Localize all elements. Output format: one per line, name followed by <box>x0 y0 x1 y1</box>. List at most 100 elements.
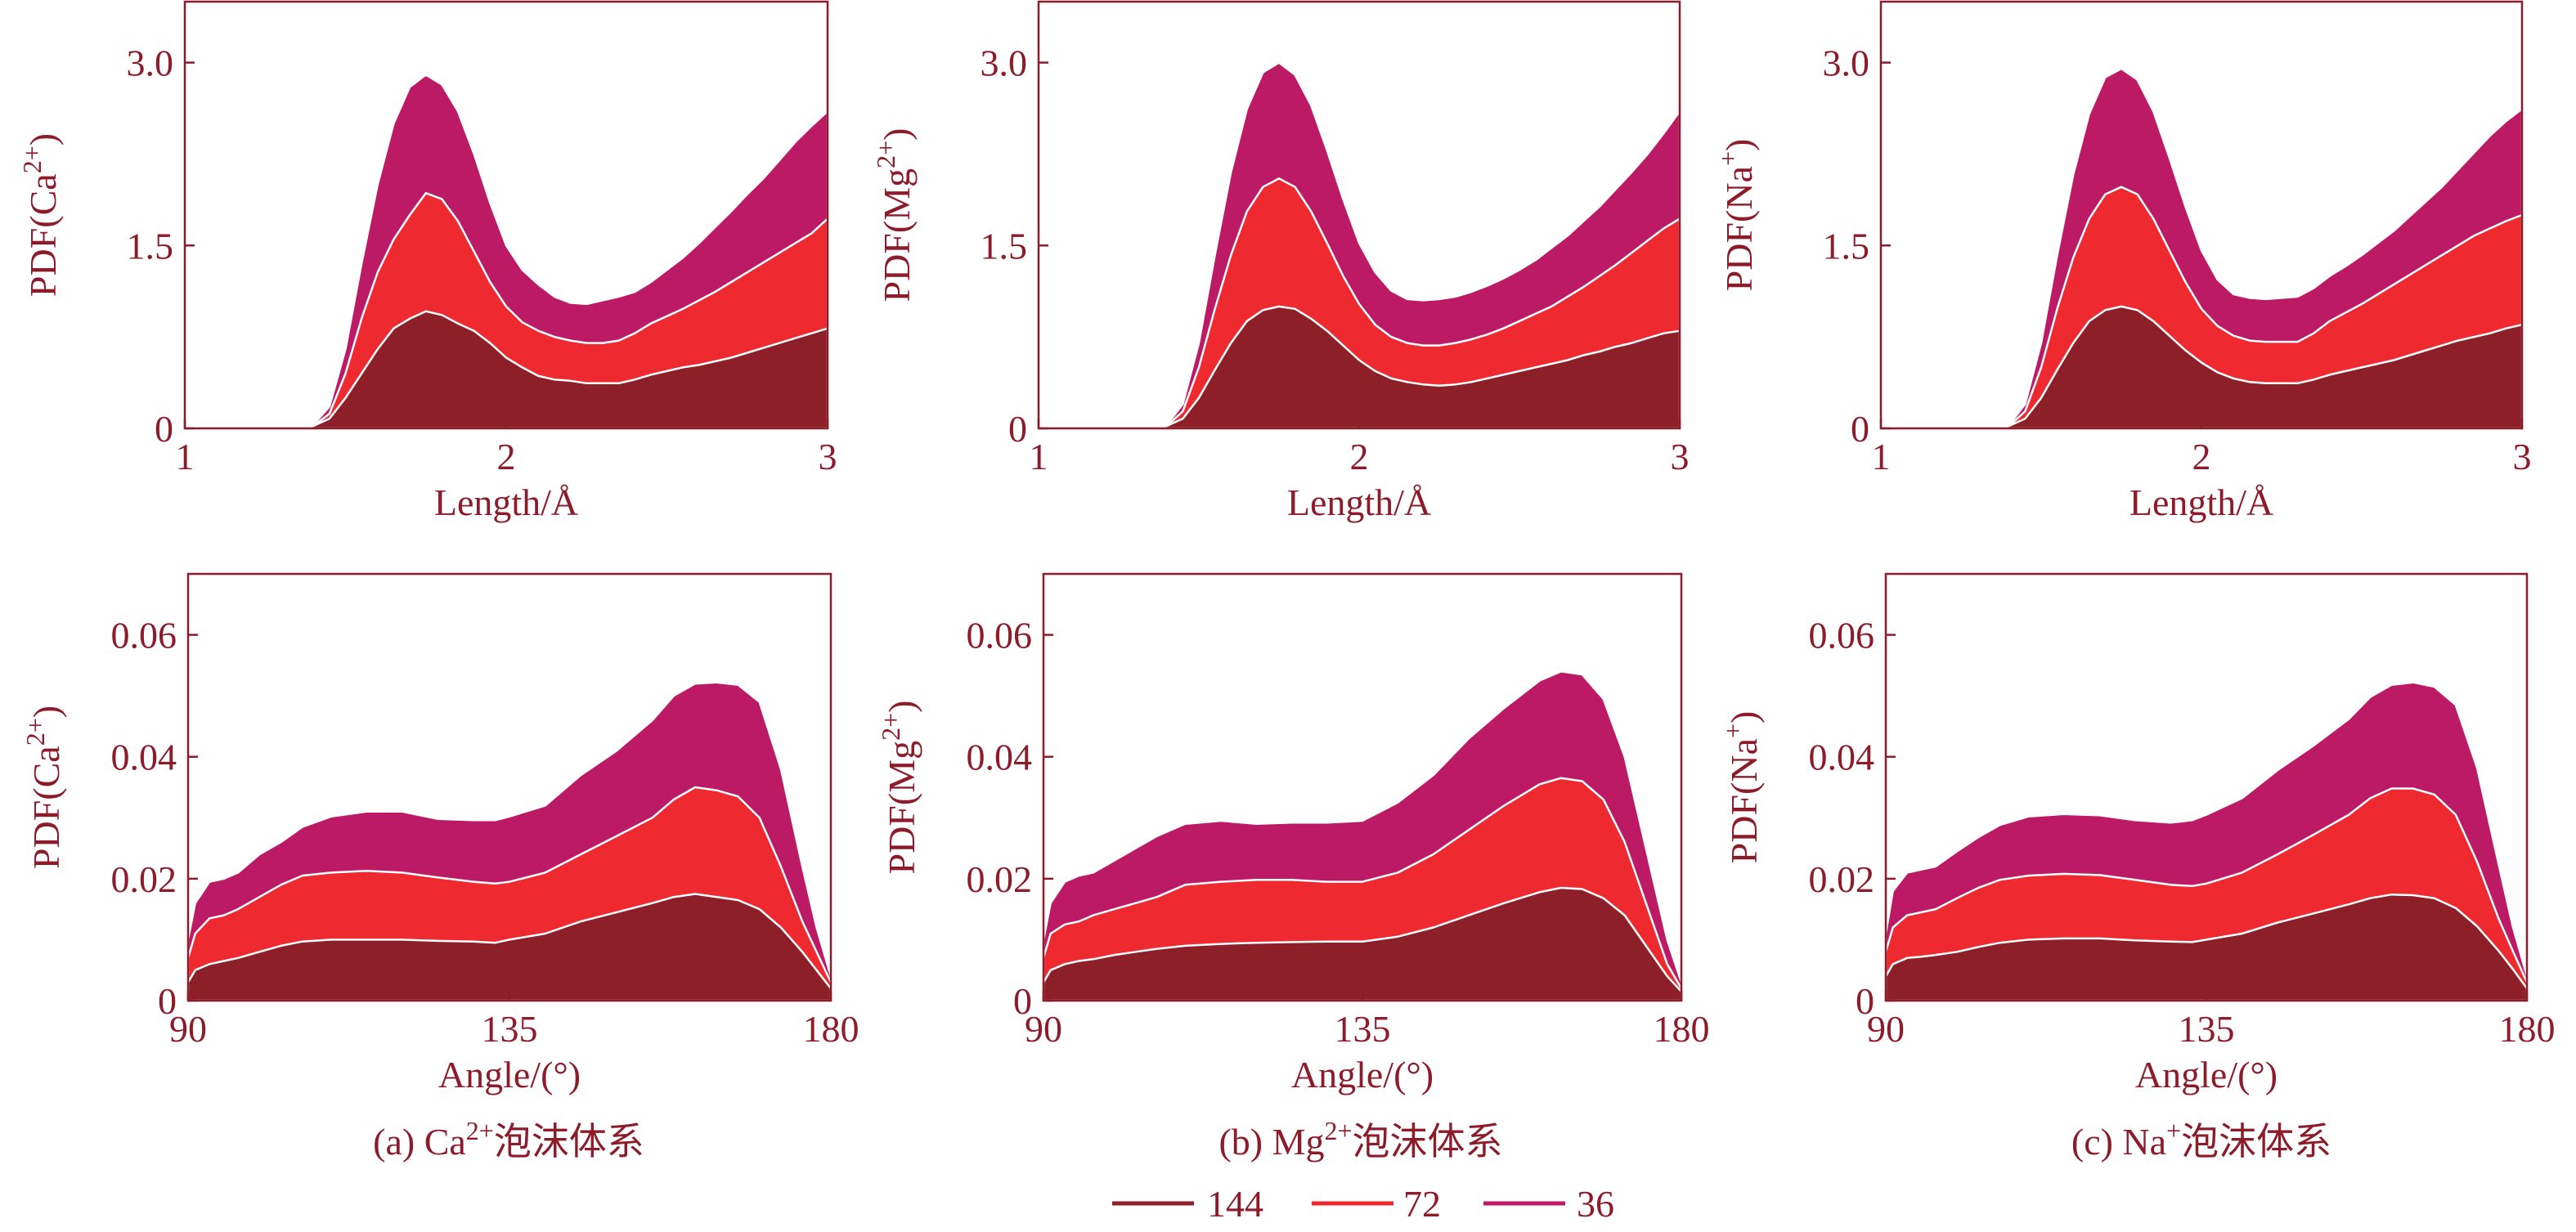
area-c-top-series-144 <box>1879 305 2524 430</box>
ytick-label-b-top-0: 0 <box>1008 408 1027 450</box>
ytick-label-b-bottom-0: 0 <box>1013 980 1032 1022</box>
panel-a-bottom: 0 0.02 0.04 0.06 90 135 180 Angle/(°) PDF(Ca2+) <box>20 572 859 1095</box>
ylabel-c-top-prefix: PDF(Na <box>1718 166 1760 291</box>
ylabel-c-top-suffix: ) <box>1718 139 1760 151</box>
ylabel-c-top-sup: + <box>1713 151 1743 166</box>
area-c-bottom-series-144 <box>1884 893 2529 1002</box>
ytick-label-a-top-2: 3.0 <box>127 43 174 84</box>
area-a-bottom-series-144 <box>186 893 832 1002</box>
caption-c-suffix: 泡沫体系 <box>2181 1121 2331 1163</box>
area-b-top-series-72 <box>1037 177 1681 430</box>
xtick-label-a-top-2: 3 <box>819 436 837 477</box>
ylabel-c-bottom-prefix: PDF(Na <box>1723 738 1765 863</box>
xlabel-c-top: Length/Å <box>2129 482 2273 523</box>
panel-c-top: 0 1.5 3.0 1 2 3 Length/Å PDF(Na+) <box>1713 0 2532 523</box>
ytick-label-b-bottom-3: 0.06 <box>967 615 1033 656</box>
xlabel-b-top: Length/Å <box>1287 482 1431 523</box>
caption-c-prefix: (c) Na <box>2071 1121 2166 1163</box>
ylabel-b-top-suffix: ) <box>876 128 918 141</box>
ylabel-b-top-sup: 2+ <box>871 141 900 168</box>
ylabel-c-bottom-suffix: ) <box>1723 711 1765 724</box>
xtick-label-a-top-1: 2 <box>497 436 516 477</box>
ylabel-a-top-sup: 2+ <box>17 146 47 173</box>
xtick-label-c-top-1: 2 <box>2192 436 2211 477</box>
ylabel-b-bottom-prefix: PDF(Mg <box>881 741 922 875</box>
ytick-label-b-top-2: 3.0 <box>981 43 1028 84</box>
ytick-label-c-bottom-2: 0.04 <box>1809 737 1875 778</box>
area-b-bottom-series-144 <box>1042 886 1683 1002</box>
ytick-label-a-bottom-3: 0.06 <box>111 615 177 656</box>
ytick-label-a-top-0: 0 <box>155 408 173 450</box>
xtick-label-c-top-0: 1 <box>1872 436 1891 477</box>
ylabel-c-bottom: PDF(Na+) <box>1718 711 1765 864</box>
ylabel-b-top: PDF(Mg2+) <box>871 128 918 302</box>
xlabel-c-bottom: Angle/(°) <box>2135 1054 2278 1095</box>
legend-label-36: 36 <box>1577 1183 1614 1225</box>
legend: 144 72 36 <box>1112 1183 1614 1225</box>
ylabel-b-bottom: PDF(Mg2+) <box>876 701 922 875</box>
ylabel-a-bottom-sup: 2+ <box>20 718 50 746</box>
caption-a-sup: 2+ <box>466 1116 494 1145</box>
caption-c: (c) Na+泡沫体系 <box>2071 1116 2331 1163</box>
panel-c-bottom: 0 0.02 0.04 0.06 90 135 180 Angle/(°) PDF(Na+) <box>1718 572 2556 1095</box>
ytick-label-b-bottom-2: 0.04 <box>967 737 1033 778</box>
ytick-label-c-bottom-1: 0.02 <box>1809 858 1875 900</box>
ylabel-a-bottom: PDF(Ca2+) <box>20 706 67 869</box>
ytick-label-c-top-1: 1.5 <box>1823 225 1870 267</box>
caption-a: (a) Ca2+泡沫体系 <box>373 1116 644 1163</box>
xtick-label-b-bottom-0: 90 <box>1025 1008 1062 1050</box>
caption-b-prefix: (b) Mg <box>1218 1121 1324 1163</box>
xlabel-a-bottom: Angle/(°) <box>438 1054 581 1095</box>
captions: (a) Ca2+泡沫体系 (b) Mg2+泡沫体系 (c) Na+泡沫体系 <box>373 1116 2331 1163</box>
ytick-label-c-top-2: 3.0 <box>1823 43 1870 84</box>
xtick-label-a-bottom-2: 180 <box>803 1008 859 1050</box>
ytick-label-c-bottom-3: 0.06 <box>1809 615 1875 656</box>
ylabel-a-top: PDF(Ca2+) <box>17 133 64 297</box>
xtick-label-c-bottom-0: 90 <box>1867 1008 1905 1050</box>
area-a-top-series-144 <box>183 310 829 430</box>
ytick-label-b-bottom-1: 0.02 <box>967 858 1033 900</box>
ylabel-a-top-prefix: PDF(Ca <box>22 173 64 297</box>
xtick-label-c-top-2: 3 <box>2513 436 2532 477</box>
ytick-label-a-top-1: 1.5 <box>127 225 174 267</box>
xlabel-a-top: Length/Å <box>434 482 578 523</box>
legend-label-72: 72 <box>1403 1183 1441 1225</box>
ylabel-a-top-suffix: ) <box>22 133 64 146</box>
ylabel-b-bottom-sup: 2+ <box>876 713 905 741</box>
ylabel-c-top: PDF(Na+) <box>1713 139 1760 292</box>
ylabel-a-bottom-prefix: PDF(Ca <box>25 746 67 869</box>
xtick-label-b-top-1: 2 <box>1350 436 1369 477</box>
ylabel-b-top-prefix: PDF(Mg <box>876 168 918 302</box>
caption-b-sup: 2+ <box>1325 1116 1353 1145</box>
xtick-label-c-bottom-1: 135 <box>2179 1008 2235 1050</box>
ytick-label-a-bottom-0: 0 <box>158 980 177 1022</box>
legend-label-144: 144 <box>1207 1183 1263 1225</box>
caption-c-sup: + <box>2166 1116 2181 1145</box>
caption-b-suffix: 泡沫体系 <box>1353 1121 1503 1163</box>
ytick-label-c-top-0: 0 <box>1851 408 1869 450</box>
area-a-top-series-72 <box>183 191 829 430</box>
panel-b-bottom: 0 0.02 0.04 0.06 90 135 180 Angle/(°) PDF(Mg2+) <box>876 572 1710 1095</box>
panel-b-top: 0 1.5 3.0 1 2 3 Length/Å PDF(Mg2+) <box>871 0 1690 523</box>
xtick-label-a-top-0: 1 <box>176 436 195 477</box>
ytick-label-c-bottom-0: 0 <box>1856 980 1874 1022</box>
ylabel-c-bottom-sup: + <box>1718 724 1748 738</box>
panel-a-top: 0 1.5 3.0 1 2 3 Length/Å PDF(Ca2+) <box>17 0 837 523</box>
caption-a-suffix: 泡沫体系 <box>494 1121 644 1163</box>
area-b-top-series-144 <box>1037 305 1681 430</box>
xtick-label-b-top-0: 1 <box>1030 436 1048 477</box>
xtick-label-b-bottom-2: 180 <box>1654 1008 1710 1050</box>
ylabel-b-bottom-suffix: ) <box>881 701 922 713</box>
xtick-label-a-bottom-1: 135 <box>482 1008 538 1050</box>
xtick-label-a-bottom-0: 90 <box>169 1008 207 1050</box>
ytick-label-a-bottom-2: 0.04 <box>111 737 177 778</box>
ytick-label-b-top-1: 1.5 <box>981 225 1028 267</box>
xtick-label-b-top-2: 3 <box>1671 436 1690 477</box>
ylabel-a-bottom-suffix: ) <box>25 706 67 718</box>
ytick-label-a-bottom-1: 0.02 <box>111 858 177 900</box>
xtick-label-b-bottom-1: 135 <box>1335 1008 1391 1050</box>
xtick-label-c-bottom-2: 180 <box>2499 1008 2556 1050</box>
caption-b: (b) Mg2+泡沫体系 <box>1218 1116 1502 1163</box>
